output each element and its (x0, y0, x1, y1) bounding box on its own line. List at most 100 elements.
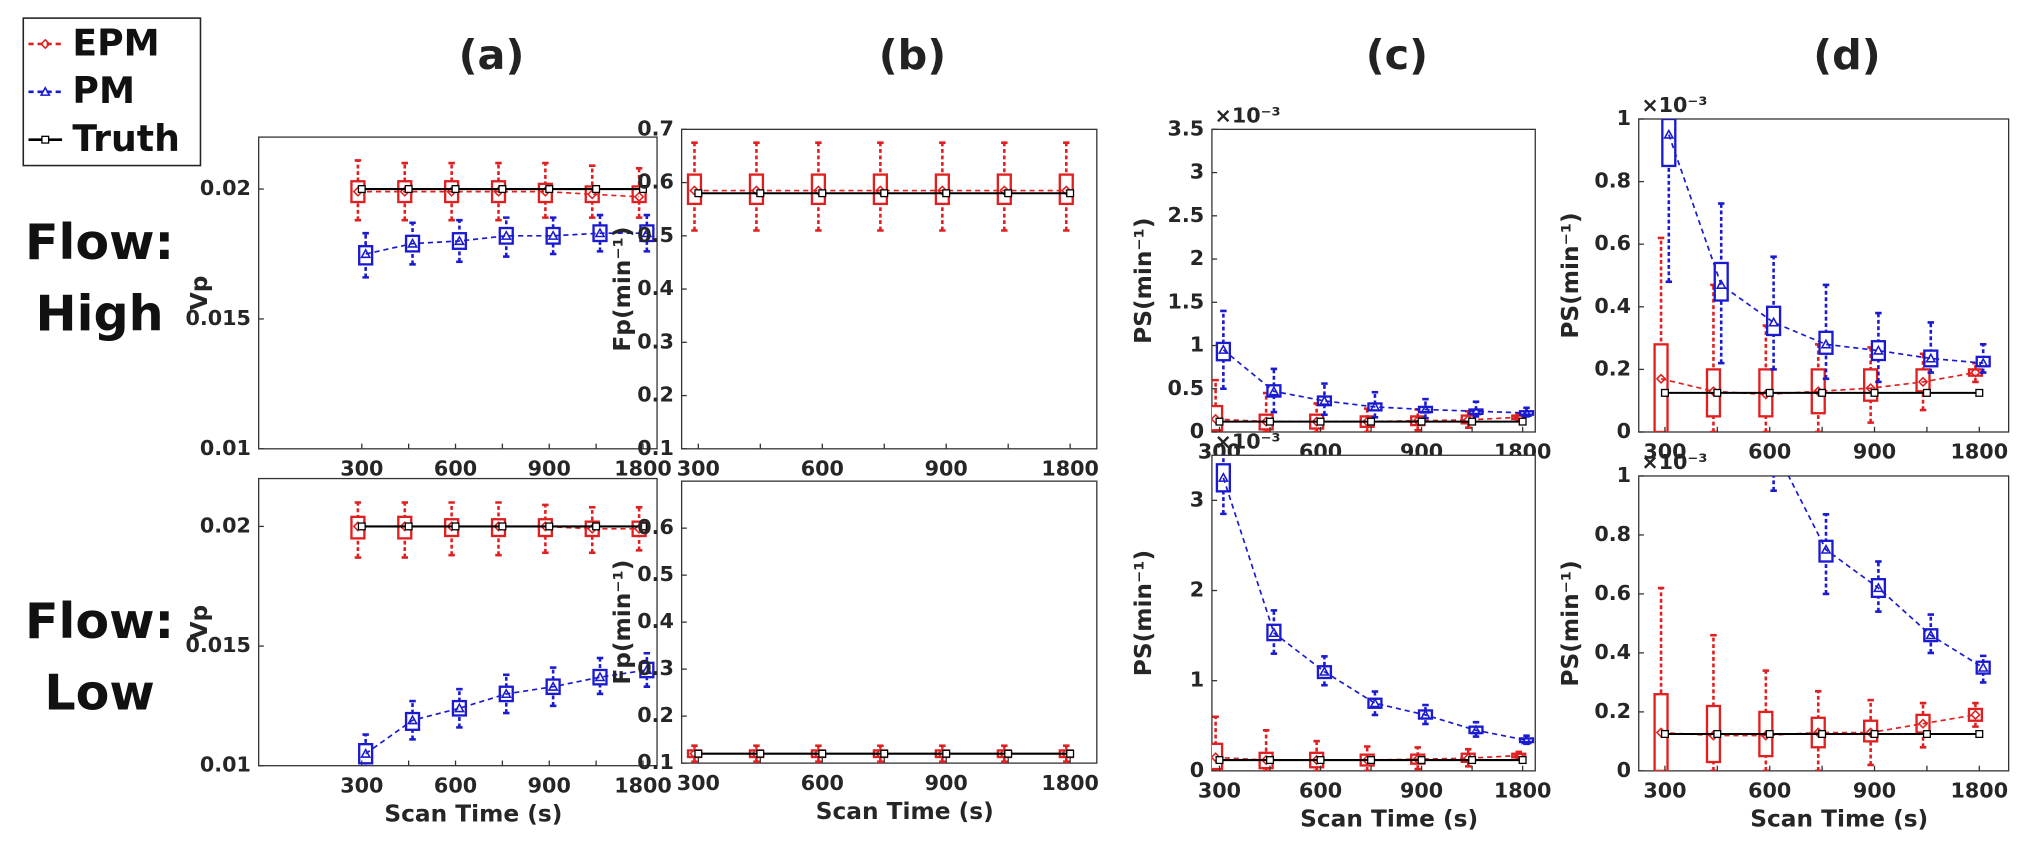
y-tick-label: 2 (1190, 246, 1204, 270)
marker-square (451, 185, 460, 194)
marker-square (1417, 756, 1426, 765)
column-title: (a) (459, 31, 525, 79)
y-tick-label: 0.8 (1594, 522, 1631, 546)
marker-triangle (594, 227, 606, 238)
y-tick-label: 0 (1617, 419, 1631, 443)
y-tick-label: 1 (1190, 668, 1204, 692)
box (358, 245, 374, 266)
marker-triangle (547, 230, 559, 240)
marker-square (1004, 189, 1013, 198)
marker-triangle (1925, 352, 1937, 363)
marker-triangle (1470, 405, 1482, 416)
marker-square (592, 185, 601, 194)
marker-square (545, 522, 554, 531)
y-tick-label: 0.6 (637, 515, 674, 539)
x-tick-label: 900 (925, 771, 968, 795)
y-multiplier: ×10⁻³ (1641, 93, 1707, 117)
figure-body: Flow: High Flow: Low EPM PM Truth 0.01 0.015 0.02… (22, 17, 2010, 833)
marker-square (880, 189, 889, 198)
x-tick-label: 300 (340, 457, 383, 481)
column-title: (b) (879, 31, 946, 79)
plot-data (350, 501, 655, 766)
marker-square (638, 522, 647, 531)
x-tick-label: 1800 (614, 457, 672, 481)
marker-square (1975, 729, 1984, 739)
y-tick-label: 0.2 (637, 383, 674, 407)
marker-square (1922, 388, 1931, 397)
marker-square (498, 185, 507, 194)
marker-square (404, 185, 413, 194)
marker-square (880, 749, 889, 758)
marker-square (1316, 756, 1325, 765)
y-axis-label: Vp (186, 605, 213, 640)
marker-triangle (1521, 734, 1532, 745)
marker-square (1004, 749, 1013, 758)
marker-triangle (1521, 407, 1532, 418)
x-tick-label: 1800 (1041, 457, 1099, 481)
marker-triangle (500, 230, 512, 240)
marker-triangle (547, 680, 559, 691)
marker-square (545, 185, 554, 194)
marker-square (1215, 756, 1224, 765)
marker-square (1713, 388, 1722, 397)
marker-triangle (453, 235, 465, 246)
legend-label: Truth (72, 117, 179, 160)
plot-data (686, 141, 1075, 232)
marker-diamond (40, 38, 51, 50)
x-tick-label: 900 (925, 457, 968, 481)
marker-diamond (633, 191, 645, 203)
box (404, 711, 421, 731)
marker-square (357, 185, 366, 194)
x-tick-label: 300 (677, 771, 720, 795)
x-tick-label: 600 (1748, 440, 1791, 464)
column-title: (c) (1366, 31, 1428, 79)
plot-data (1211, 309, 1535, 432)
marker-square (694, 749, 703, 758)
x-tick-label: 1800 (1041, 771, 1099, 795)
y-tick-label: 0.2 (1594, 356, 1631, 380)
y-tick-label: 0.015 (185, 306, 250, 330)
x-tick-label: 1800 (1494, 779, 1552, 803)
y-axis-label: PS(min⁻¹) (1557, 212, 1584, 338)
x-tick-label: 300 (1643, 779, 1686, 803)
marker-square (41, 135, 50, 144)
marker-square (1417, 417, 1426, 426)
marker-triangle (1318, 665, 1330, 676)
x-axis-label: Scan Time (s) (816, 798, 994, 825)
marker-triangle (1925, 629, 1937, 640)
x-axis-label: Scan Time (s) (384, 800, 562, 827)
marker-square (1518, 417, 1527, 426)
marker-square (1660, 388, 1669, 397)
y-multiplier: ×10⁻³ (1215, 429, 1281, 453)
marker-square (404, 522, 413, 531)
marker-square (1468, 417, 1477, 426)
x-tick-label: 600 (801, 457, 844, 481)
marker-diamond (1917, 718, 1929, 729)
y-tick-label: 0.5 (637, 562, 674, 586)
marker-triangle (407, 237, 418, 248)
marker-square (1316, 417, 1325, 426)
plot-area (1211, 128, 1536, 433)
marker-diamond (1655, 373, 1667, 385)
box (1967, 707, 1984, 722)
marker-triangle (453, 702, 465, 713)
y-tick-label: 0.4 (637, 276, 674, 300)
marker-triangle (1420, 403, 1431, 414)
y-tick-label: 2 (1190, 578, 1204, 602)
marker-square (818, 189, 827, 198)
marker-diamond (1970, 367, 1981, 378)
x-tick-label: 600 (1748, 779, 1791, 803)
x-axis-label: Scan Time (s) (1750, 806, 1928, 833)
marker-square (592, 522, 601, 531)
y-tick-label: 0.4 (1594, 294, 1631, 318)
x-tick-label: 600 (1299, 779, 1342, 803)
y-tick-label: 0.01 (200, 753, 251, 777)
marker-square (498, 522, 507, 531)
y-axis-label: PS(min⁻¹) (1130, 218, 1157, 344)
y-tick-label: 0.6 (1594, 231, 1631, 255)
marker-square (1468, 756, 1477, 765)
median-line (1222, 477, 1527, 742)
marker-square (1818, 729, 1827, 739)
marker-triangle (1369, 697, 1381, 708)
marker-triangle (39, 86, 51, 96)
